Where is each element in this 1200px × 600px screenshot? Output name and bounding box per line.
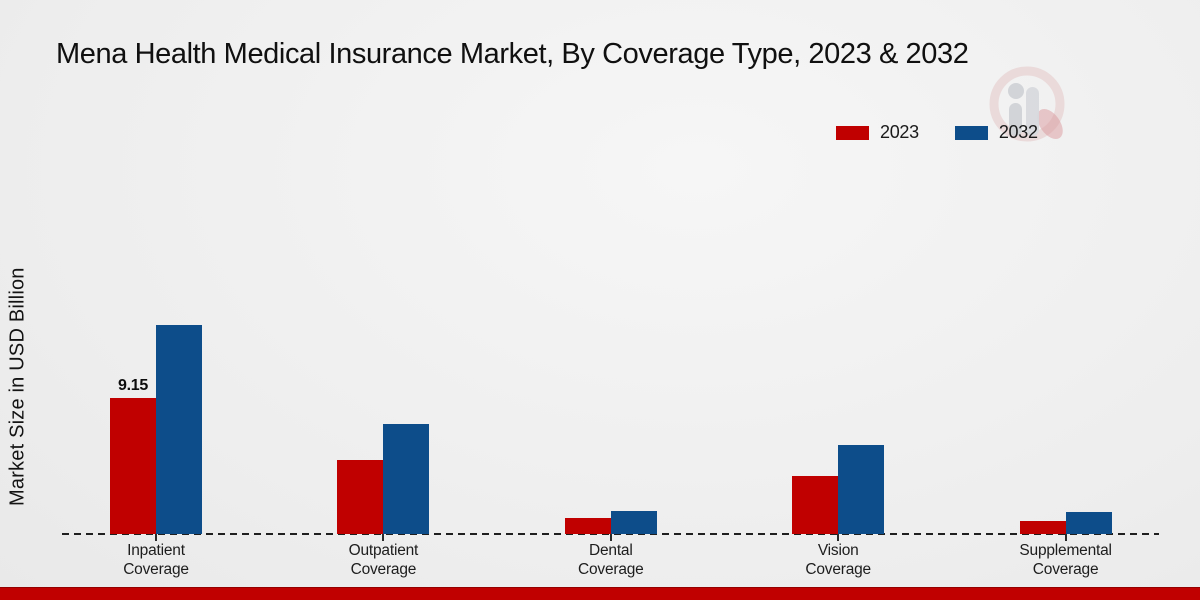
x-axis-tick-inpatient-coverage [155, 534, 157, 541]
x-axis-label-inpatient-coverage: Inpatient Coverage [123, 542, 189, 578]
legend: 2023 2032 [836, 122, 1062, 143]
x-axis-tick-vision-coverage [837, 534, 840, 541]
x-axis-label-outpatient-coverage: Outpatient Coverage [348, 542, 419, 578]
legend-label-2023: 2023 [880, 122, 919, 142]
bar-2032-vision-coverage [838, 444, 885, 534]
footer-accent-band [0, 587, 1200, 600]
chart-title: Mena Health Medical Insurance Market, By… [56, 38, 969, 70]
x-axis-tick-supplemental-coverage [1064, 534, 1067, 541]
bar-2032-supplemental-coverage [1065, 512, 1112, 534]
x-axis-label-dental-coverage: Dental Coverage [577, 542, 644, 578]
bar-chart-person-logo-icon [989, 66, 1065, 142]
bar-2032-dental-coverage [610, 510, 657, 534]
legend-item-2032: 2032 [954, 122, 1038, 143]
bar-2023-supplemental-coverage [1019, 520, 1066, 534]
legend-swatch-2032 [954, 125, 988, 140]
legend-item-2023: 2023 [836, 122, 919, 143]
bar-2023-inpatient-coverage [110, 398, 156, 534]
x-axis-tick-dental-coverage [609, 534, 612, 541]
legend-swatch-2023 [836, 125, 869, 140]
bar-2032-outpatient-coverage [383, 424, 430, 534]
bar-2023-outpatient-coverage [337, 459, 384, 534]
x-axis-label-supplemental-coverage: Supplemental Coverage [1019, 542, 1112, 578]
bar-2023-dental-coverage [564, 517, 611, 534]
legend-label-2032: 2032 [998, 122, 1038, 142]
bar-value-label: 9.15 [118, 377, 148, 394]
bar-2032-inpatient-coverage [156, 325, 202, 534]
x-axis-label-vision-coverage: Vision Coverage [805, 542, 871, 578]
bar-2023-vision-coverage [792, 476, 839, 534]
x-axis-tick-outpatient-coverage [382, 534, 385, 541]
